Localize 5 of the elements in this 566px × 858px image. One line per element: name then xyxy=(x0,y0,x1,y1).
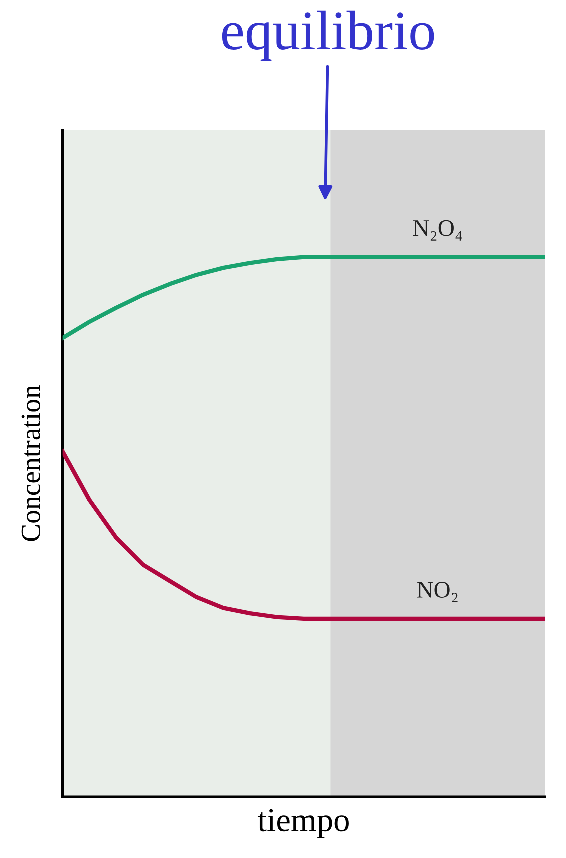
y-axis-title: Concentration xyxy=(22,385,41,542)
text: equilibrio xyxy=(222,10,434,62)
series-label: N₂O₄ xyxy=(413,220,462,241)
x-axis-title: tiempo xyxy=(258,809,349,838)
series-label: NO₂ xyxy=(417,582,458,603)
